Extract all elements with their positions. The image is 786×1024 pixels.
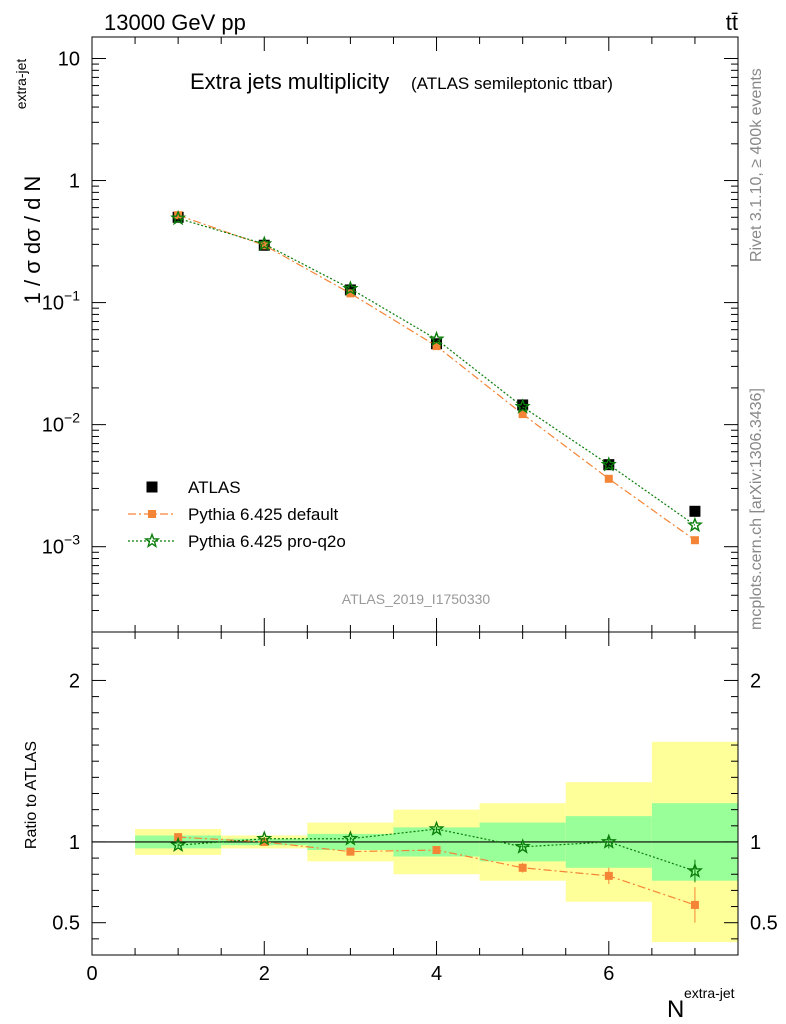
ratio-point-pythia-6-425-default xyxy=(346,847,355,856)
x-tick-label: 6 xyxy=(603,963,614,985)
ratio-point-pythia-6-425-pro-q2o xyxy=(514,838,531,854)
energy-label: 13000 GeV pp xyxy=(104,10,246,35)
ratio-point-pythia-6-425-pro-q2o xyxy=(428,820,445,836)
chart-title: Extra jets multiplicity xyxy=(190,69,389,94)
data-point-pythia-6-425-pro-q2o xyxy=(256,235,273,251)
ratio-point-pythia-6-425-pro-q2o xyxy=(256,830,273,846)
legend-label-atlas: ATLAS xyxy=(188,478,241,497)
ratio-y-tick-label-left: 2 xyxy=(69,670,80,692)
data-point-pythia-6-425-default xyxy=(174,211,183,220)
legend: ATLAS Pythia 6.425 default Pythia 6.425 pr… xyxy=(128,478,346,551)
series-line-pythia-6-425-default xyxy=(177,214,696,541)
ratio-y-tick-label-right: 0.5 xyxy=(750,913,778,935)
rivet-label: Rivet 3.1.10, ≥ 400k events xyxy=(748,68,765,262)
data-point-pythia-6-425-pro-q2o xyxy=(170,209,187,226)
main-axes: 10−3 10−2 10−1 1 10 xyxy=(42,36,739,633)
y-tick-label: 10 xyxy=(58,48,80,70)
ratio-series xyxy=(170,820,703,923)
ratio-point-pythia-6-425-default xyxy=(690,900,699,909)
y-tick-label: 1 xyxy=(69,171,80,193)
ratio-point-pythia-6-425-default xyxy=(518,863,527,872)
ratio-y-axis-label: Ratio to ATLAS xyxy=(23,741,40,849)
analysis-label: ATLAS_2019_I1750330 xyxy=(342,591,491,607)
data-point-pythia-6-425-default xyxy=(604,474,613,483)
ratio-point-pythia-6-425-default xyxy=(432,846,441,855)
ratio-y-tick-label-left: 1 xyxy=(69,832,80,854)
x-tick-label: 4 xyxy=(431,963,442,985)
data-point-pythia-6-425-pro-q2o xyxy=(600,456,617,472)
ratio-y-tick-label-right: 1 xyxy=(750,832,761,854)
ratio-y-tick-label-right: 2 xyxy=(750,670,761,692)
legend-marker-pythia-6-425-pro-q2o xyxy=(143,532,161,548)
data-point-pythia-6-425-pro-q2o xyxy=(686,516,704,533)
ratio-y-tick-label-left: 0.5 xyxy=(52,913,80,935)
data-point-pythia-6-425-default xyxy=(518,410,527,419)
data-point-pythia-6-425-pro-q2o xyxy=(342,280,359,296)
data-point-pythia-6-425-pro-q2o xyxy=(514,398,531,414)
legend-label-pythia-6-425-default: Pythia 6.425 default xyxy=(188,505,339,524)
x-tick-label: 0 xyxy=(86,963,97,985)
x-axis-label-sup: extra-jet xyxy=(684,985,735,1001)
data-point-pythia-6-425-default xyxy=(690,536,699,545)
legend-marker-pythia-6-425-default xyxy=(148,510,156,518)
data-point-atlas xyxy=(689,505,701,517)
y-tick-label: 10−1 xyxy=(42,288,80,315)
process-label: tt̄ xyxy=(726,10,738,35)
main-series xyxy=(170,209,704,545)
ratio-point-pythia-6-425-default xyxy=(604,871,613,880)
x-tick-label: 2 xyxy=(259,963,270,985)
data-point-pythia-6-425-default xyxy=(260,241,269,250)
y-tick-label: 10−2 xyxy=(42,410,80,437)
ratio-axes: 0.5 0.5 1 1 2 2 0 2 4 6 xyxy=(52,631,778,985)
ratio-point-pythia-6-425-pro-q2o xyxy=(342,830,359,846)
ratio-point-pythia-6-425-pro-q2o xyxy=(686,862,703,878)
mcplots-label: mcplots.cern.ch [arXiv:1306.3436] xyxy=(748,388,765,630)
data-point-pythia-6-425-default xyxy=(346,289,355,298)
series-line-pythia-6-425-pro-q2o xyxy=(177,217,696,526)
legend-label-pythia-6-425-pro-q2o: Pythia 6.425 pro-q2o xyxy=(188,532,346,551)
data-point-atlas xyxy=(517,399,529,411)
y-axis-label: 1 / σ dσ / d N xyxy=(20,176,45,305)
ratio-point-pythia-6-425-pro-q2o xyxy=(600,833,617,849)
x-axis-label: N xyxy=(667,996,684,1023)
legend-marker-atlas xyxy=(146,481,158,493)
y-axis-label-sup: extra-jet xyxy=(13,59,29,110)
data-point-pythia-6-425-default xyxy=(432,342,441,351)
data-point-atlas xyxy=(603,459,615,471)
ratio-point-pythia-6-425-pro-q2o xyxy=(170,836,187,853)
y-tick-label: 10−3 xyxy=(42,532,80,559)
chart-subtitle: (ATLAS semileptonic ttbar) xyxy=(411,74,613,93)
data-point-pythia-6-425-pro-q2o xyxy=(428,330,445,347)
